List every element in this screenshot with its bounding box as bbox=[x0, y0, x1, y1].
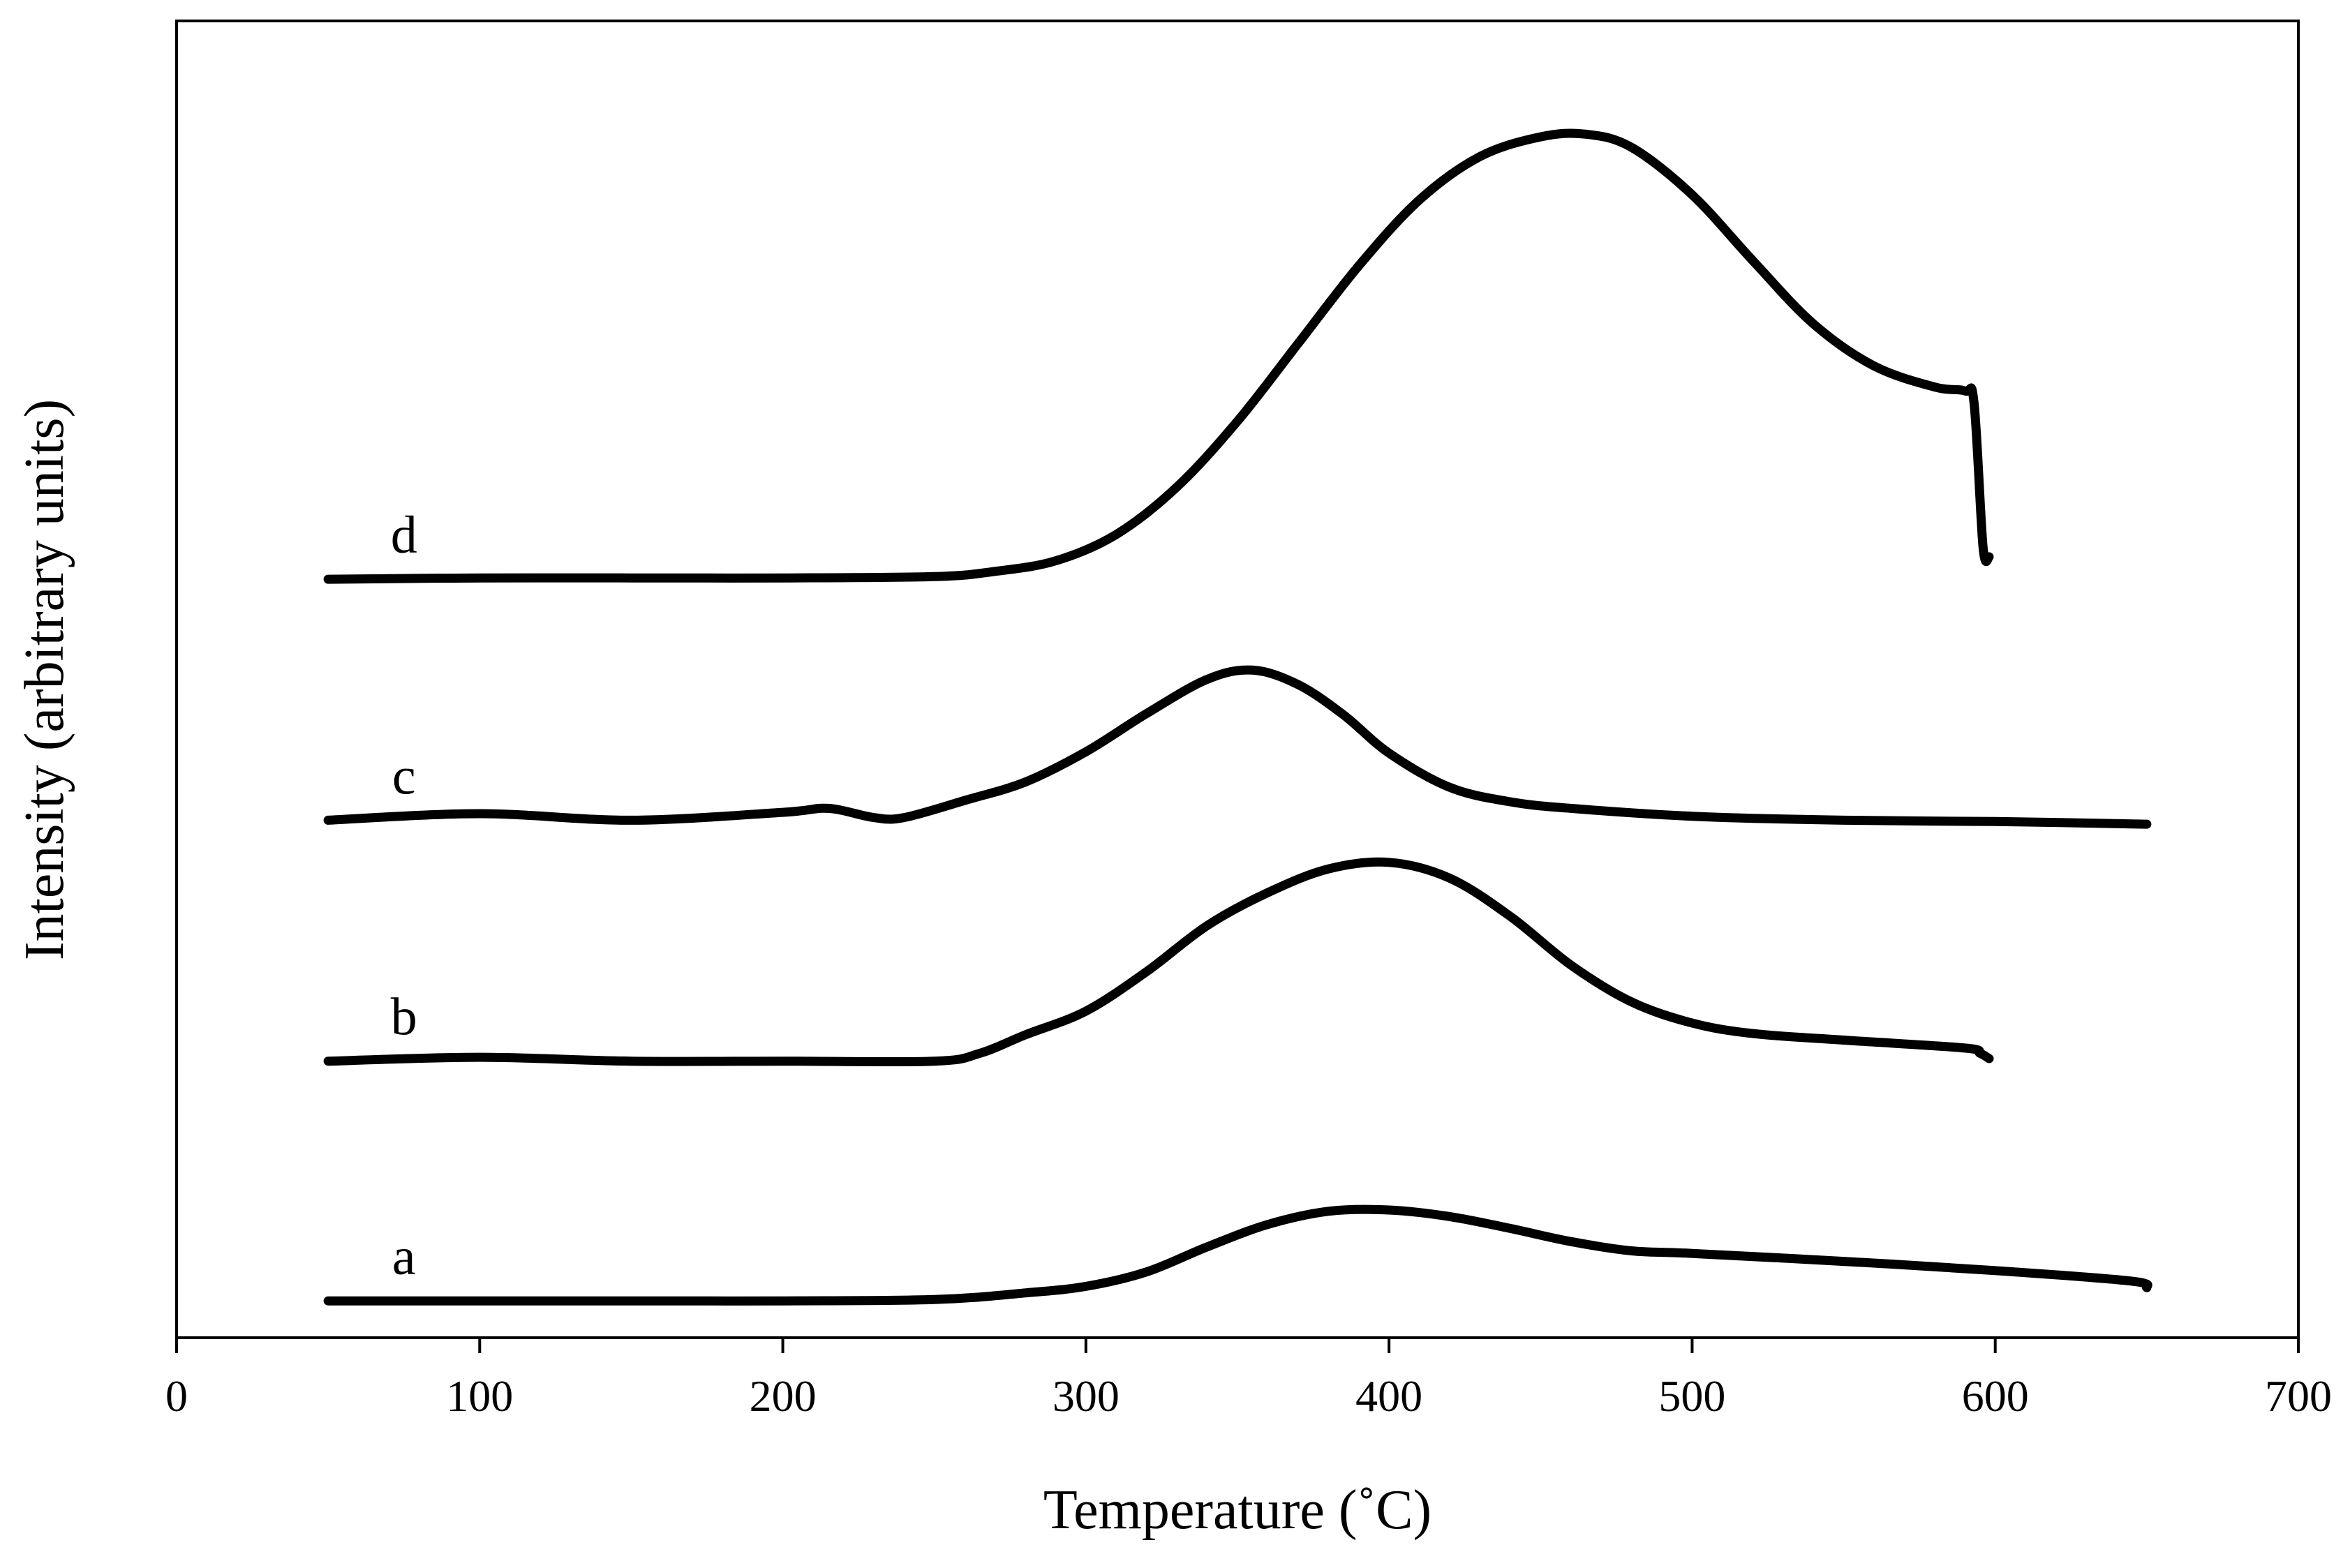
curves bbox=[323, 128, 2152, 1306]
curve-c bbox=[323, 665, 2152, 829]
x-tick-label-400: 400 bbox=[1355, 1371, 1422, 1421]
y-axis-title: Intensity (arbitrary units) bbox=[14, 399, 75, 960]
x-tick-label-200: 200 bbox=[750, 1371, 817, 1421]
curve-a bbox=[323, 1204, 2152, 1306]
x-tick-label-700: 700 bbox=[2265, 1371, 2332, 1421]
curve-b bbox=[323, 857, 1994, 1067]
x-tick-label-0: 0 bbox=[165, 1371, 188, 1421]
x-axis-title: Temperature (˚C) bbox=[1043, 1479, 1431, 1541]
x-tick-label-600: 600 bbox=[1962, 1371, 2029, 1421]
curve-label-a: a bbox=[392, 1227, 416, 1286]
x-tick-label-100: 100 bbox=[446, 1371, 513, 1421]
curve-d bbox=[323, 128, 1994, 584]
x-axis-ticks: 0 100 200 300 400 500 600 700 bbox=[165, 1338, 2332, 1421]
plot-frame bbox=[175, 20, 2300, 1339]
curve-labels: a b c d bbox=[391, 506, 417, 1286]
curve-label-d: d bbox=[391, 506, 417, 565]
curve-label-b: b bbox=[391, 988, 417, 1047]
curve-label-c: c bbox=[392, 747, 416, 805]
x-tick-label-500: 500 bbox=[1658, 1371, 1725, 1421]
x-tick-label-300: 300 bbox=[1053, 1371, 1120, 1421]
